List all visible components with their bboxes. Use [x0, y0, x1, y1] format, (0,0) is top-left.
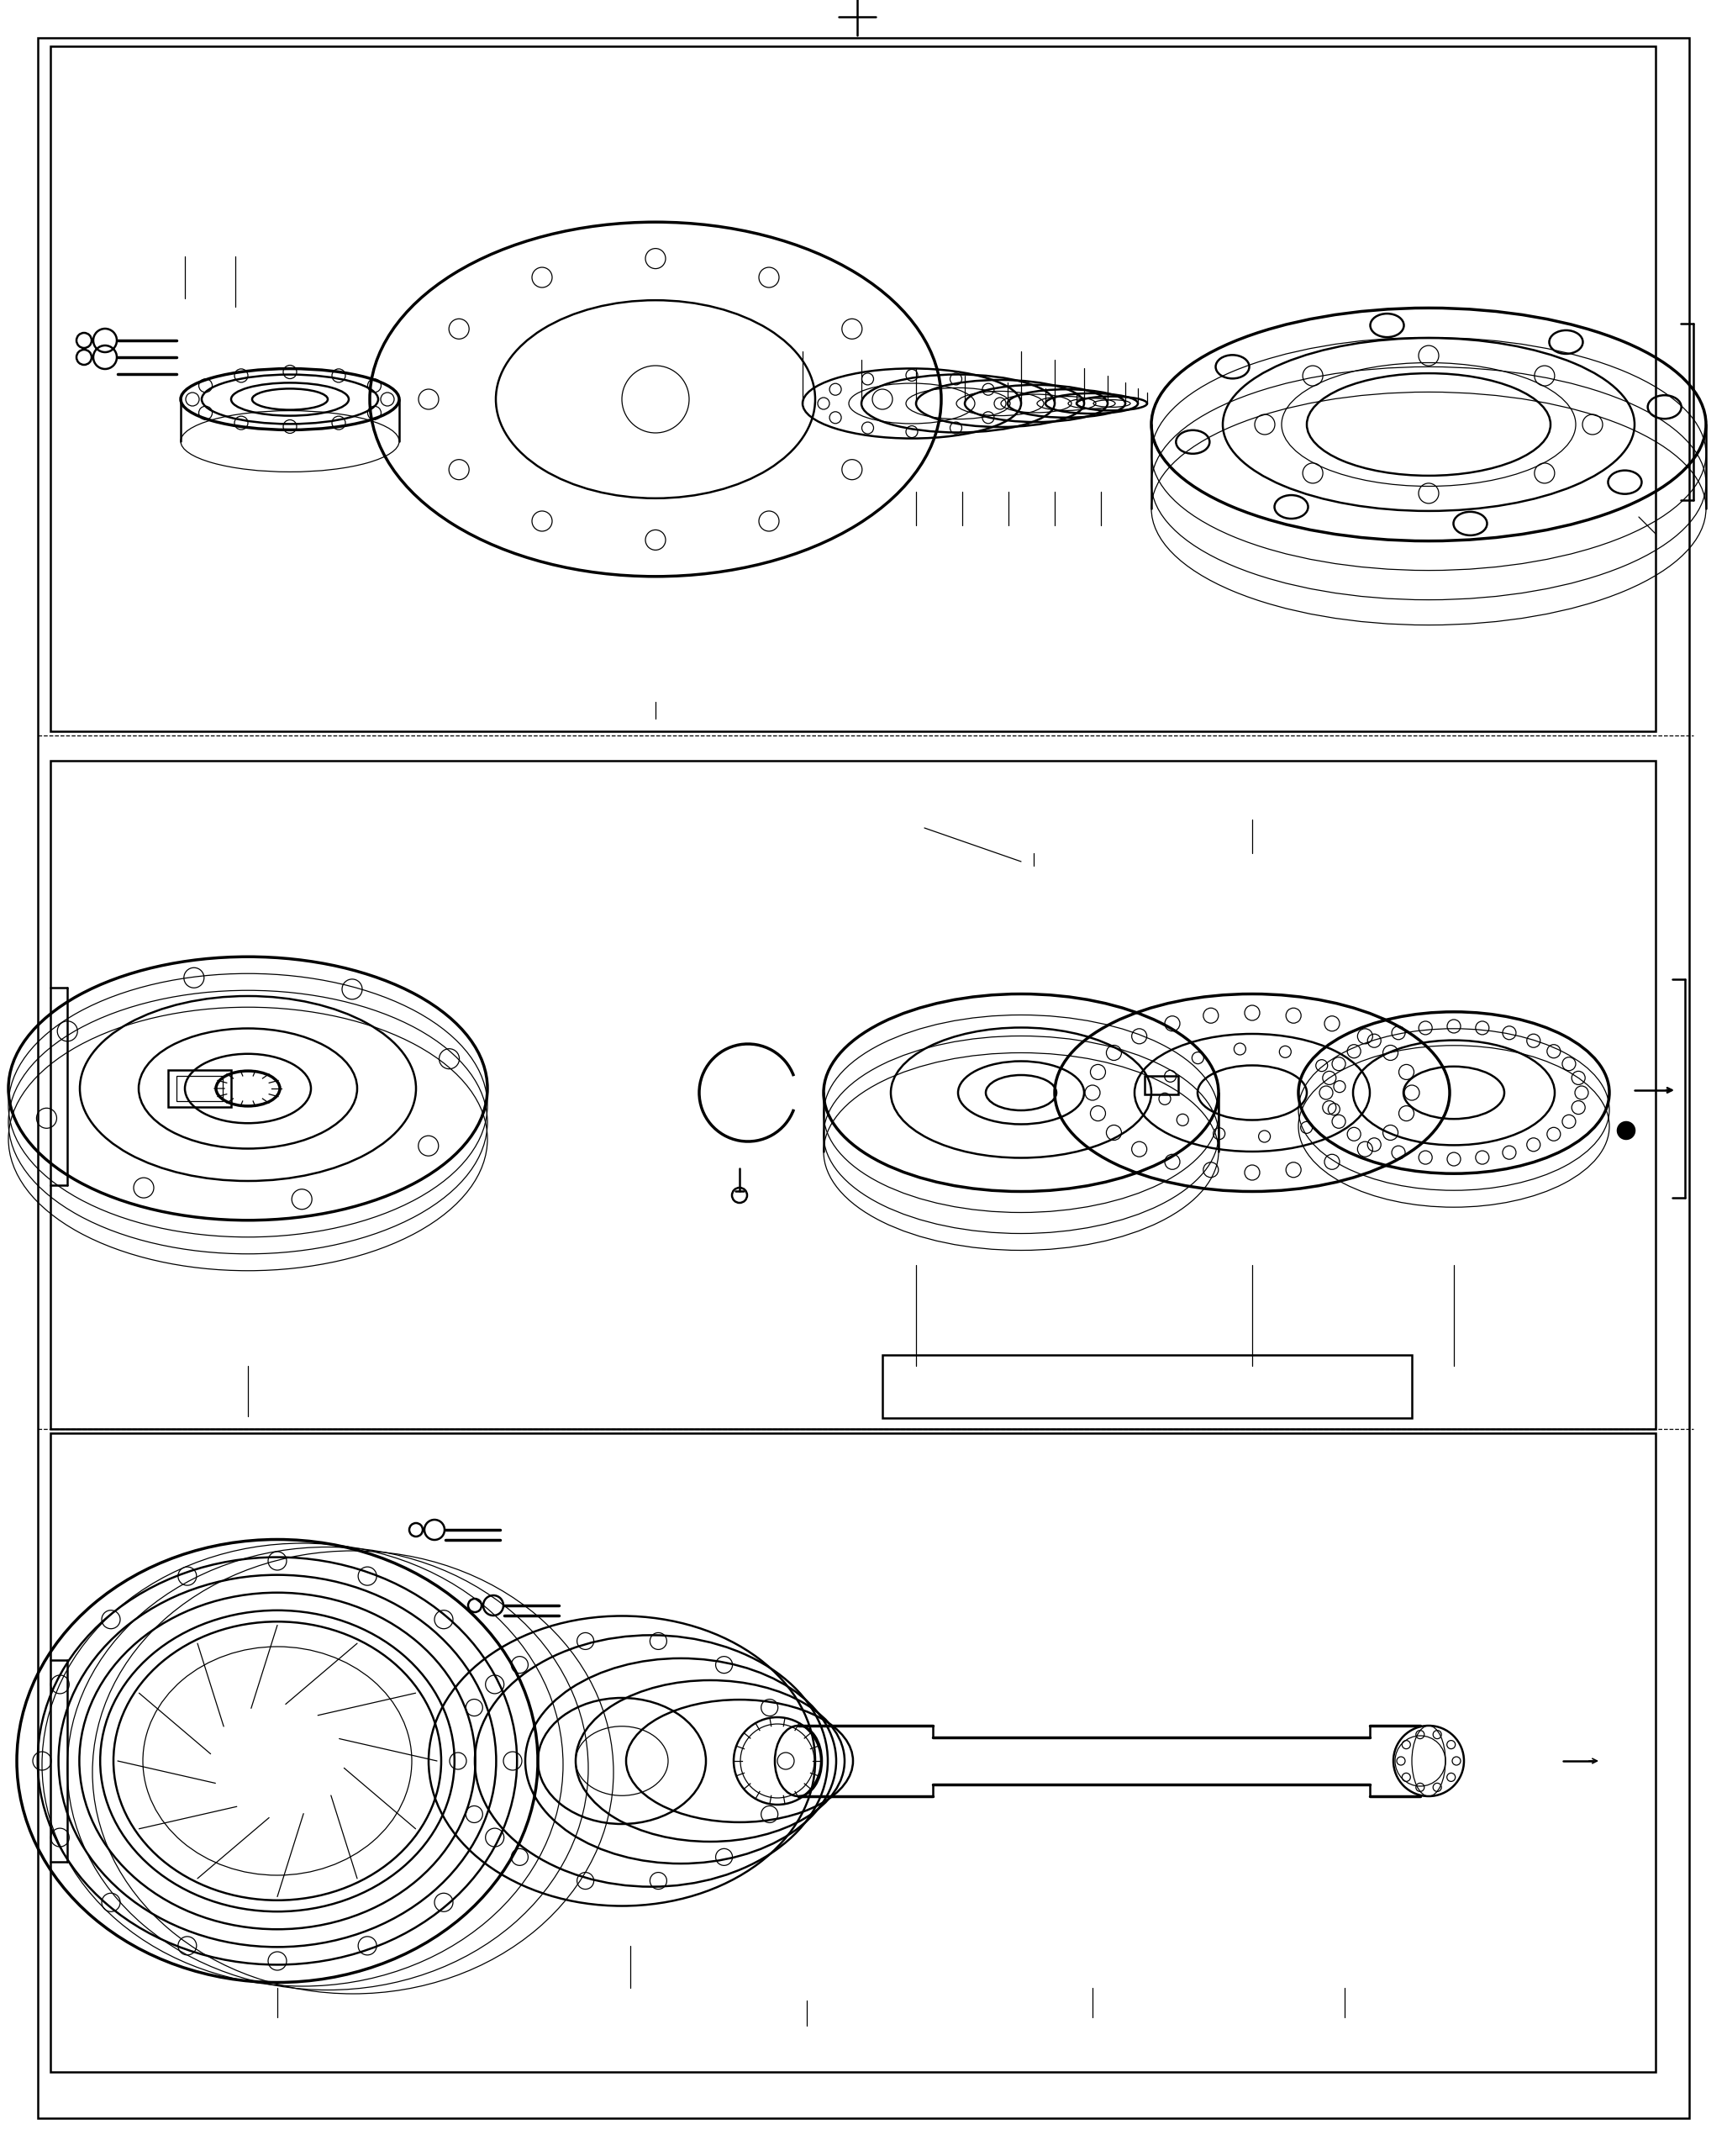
Bar — [176, 1076, 223, 1102]
Bar — [50, 761, 1656, 1429]
Circle shape — [1618, 1121, 1634, 1138]
Bar — [50, 1434, 1656, 2072]
Bar — [50, 45, 1656, 731]
Bar — [168, 1069, 231, 1106]
Bar — [882, 1354, 1413, 1419]
Bar — [1145, 1076, 1178, 1095]
